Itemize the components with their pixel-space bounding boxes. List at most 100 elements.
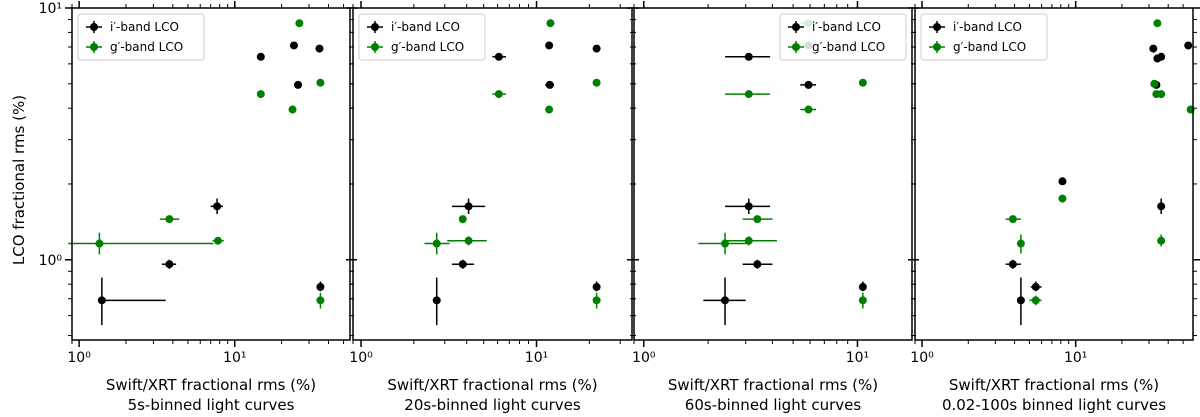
series-g-band — [424, 19, 601, 309]
legend: i′-band LCO g′-band LCO — [779, 13, 907, 61]
plot-frame — [914, 7, 1194, 341]
plot-frame — [71, 7, 351, 341]
legend-marker — [933, 43, 941, 51]
data-point — [744, 202, 753, 211]
legend-marker — [792, 23, 800, 31]
data-point — [804, 105, 813, 114]
x-axis-label: Swift/XRT fractional rms (%) — [668, 376, 878, 394]
data-point — [1157, 90, 1166, 99]
data-point — [316, 282, 325, 291]
legend-marker — [90, 43, 98, 51]
plot-frame — [633, 7, 913, 341]
data-point — [546, 19, 555, 28]
data-point — [256, 90, 265, 99]
data-point — [1058, 194, 1067, 203]
data-point — [1150, 79, 1159, 88]
data-point — [744, 90, 753, 99]
x-axis-label: Swift/XRT fractional rms (%) — [387, 376, 597, 394]
legend-label: g′-band LCO — [953, 40, 1026, 54]
x-axis-label: Swift/XRT fractional rms (%) — [949, 376, 1159, 394]
legend: i′-band LCO g′-band LCO — [920, 13, 1048, 61]
x-tick-label: 10¹ — [525, 350, 548, 366]
legend-label: i′-band LCO — [812, 20, 881, 34]
data-point — [721, 239, 730, 248]
legend-label: g′-band LCO — [110, 40, 183, 54]
data-point — [165, 260, 174, 269]
data-point — [464, 202, 473, 211]
legend-box — [77, 13, 205, 61]
x-tick-label: 10⁰ — [67, 350, 91, 366]
legend-label: i′-band LCO — [110, 20, 179, 34]
data-point — [1153, 19, 1162, 28]
data-point — [165, 215, 174, 224]
legend-box — [358, 13, 486, 61]
data-point — [592, 44, 601, 53]
data-point — [1157, 52, 1166, 61]
panel-subtitle: 20s-binned light curves — [404, 396, 581, 414]
legend-box — [920, 13, 1048, 61]
legend-label: g′-band LCO — [391, 40, 464, 54]
series-i-band — [703, 41, 867, 326]
y-tick-label: 10⁰ — [39, 253, 63, 269]
panel-subtitle: 5s-binned light curves — [128, 396, 295, 414]
y-axis-label: LCO fractional rms (%) — [10, 95, 28, 265]
panel-3: 10⁰ 10¹ i′-band LCO g′-band LCO Swift/XRT fr… — [627, 1, 919, 414]
legend: i′-band LCO g′-band LCO — [77, 13, 205, 61]
data-point — [545, 105, 554, 114]
data-point — [432, 296, 441, 305]
data-point — [753, 260, 762, 269]
series-g-band — [698, 19, 867, 309]
data-point — [592, 282, 601, 291]
panel-subtitle: 0.02-100s binned light curves — [942, 396, 1166, 414]
data-point — [858, 296, 867, 305]
plot-frame — [352, 7, 633, 341]
legend-marker — [371, 43, 379, 51]
series-i-band — [97, 41, 325, 326]
data-point — [464, 236, 473, 245]
data-point — [256, 52, 265, 61]
legend-box — [779, 13, 907, 61]
data-point — [213, 202, 222, 211]
x-tick-label: 10⁰ — [349, 350, 373, 366]
data-point — [432, 239, 441, 248]
data-point — [545, 41, 554, 50]
legend-marker — [933, 23, 941, 31]
data-point — [1149, 44, 1158, 53]
data-point — [1016, 239, 1025, 248]
data-point — [753, 215, 762, 224]
panel-subtitle: 60s-binned light curves — [685, 396, 862, 414]
data-point — [1157, 202, 1166, 211]
data-point — [1008, 215, 1017, 224]
data-point — [1058, 177, 1067, 186]
data-point — [1031, 296, 1040, 305]
data-point — [289, 41, 298, 50]
data-point — [97, 296, 106, 305]
x-tick-label: 10⁰ — [632, 350, 656, 366]
data-point — [858, 282, 867, 291]
data-point — [494, 90, 503, 99]
data-point — [1008, 260, 1017, 269]
legend-marker — [792, 43, 800, 51]
data-point — [288, 105, 297, 114]
x-tick-label: 10¹ — [223, 350, 246, 366]
data-point — [316, 78, 325, 87]
data-point — [458, 260, 467, 269]
data-point — [744, 236, 753, 245]
panel-4: 10⁰ 10¹ i′-band LCO g′-band LCO Swift/XRT fr… — [908, 1, 1200, 414]
data-point — [1157, 236, 1166, 245]
legend-marker — [90, 23, 98, 31]
data-point — [858, 78, 867, 87]
legend-label: g′-band LCO — [812, 40, 885, 54]
data-point — [592, 78, 601, 87]
x-tick-label: 10¹ — [846, 350, 869, 366]
series-i-band — [1005, 41, 1193, 326]
data-point — [1184, 41, 1193, 50]
data-point — [294, 80, 303, 89]
data-point — [458, 215, 467, 224]
series-i-band — [432, 41, 601, 326]
panel-1: 10⁰ 10¹ 10⁰ 10¹ i′-band LCO g′-band LCO Swift/… — [39, 1, 357, 414]
data-point — [804, 80, 813, 89]
data-point — [213, 236, 222, 245]
data-point — [295, 19, 304, 28]
